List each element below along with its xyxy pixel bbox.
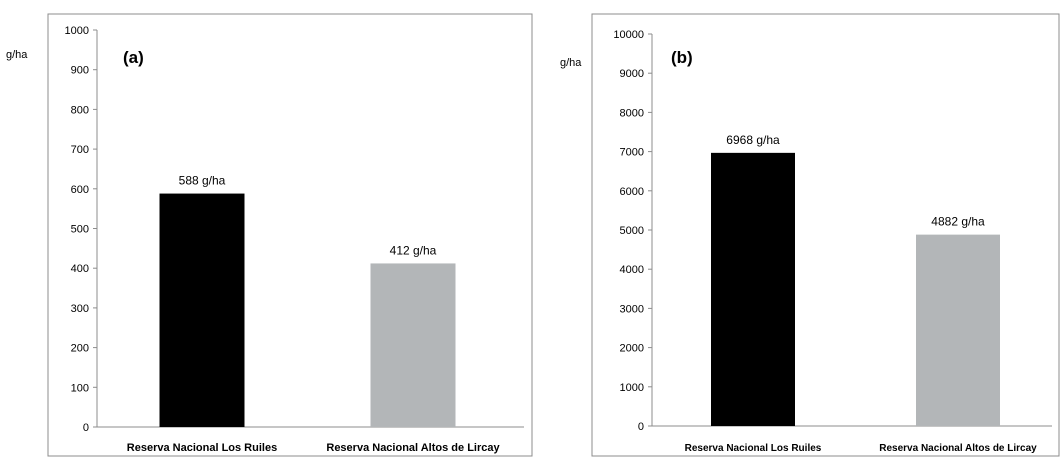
y-tick-label-b-1: 1000 — [620, 382, 644, 394]
y-tick-label-b-3: 3000 — [620, 303, 644, 315]
bars-a: 588 g/ha 412 g/ha — [159, 174, 456, 427]
y-tick-label-a-10: 1000 — [65, 25, 89, 37]
panel-a: g/ha (a) 0 100 200 300 400 500 600 700 800 900 100… — [6, 13, 533, 457]
panel-label-a: (a) — [123, 48, 144, 67]
y-tick-label-a-0: 0 — [83, 422, 89, 434]
bars-b: 6968 g/ha 4882 g/ha — [711, 133, 1000, 426]
unit-label-a: g/ha — [6, 49, 28, 61]
y-tick-label-b-5: 5000 — [620, 225, 644, 237]
y-tick-label-a-6: 600 — [71, 184, 89, 196]
data-label-a-1: 412 g/ha — [390, 243, 437, 257]
y-tick-label-a-3: 300 — [71, 303, 89, 315]
bar-a-0 — [159, 193, 245, 427]
y-tick-label-a-7: 700 — [71, 144, 89, 156]
x-tick-label-a-1: Reserva Nacional Altos de Lircay — [326, 442, 500, 454]
data-label-b-0: 6968 g/ha — [726, 133, 780, 147]
y-tick-label-a-5: 500 — [71, 224, 89, 236]
bar-b-0 — [711, 152, 795, 426]
y-tick-label-b-7: 7000 — [620, 147, 644, 159]
y-tick-label-b-2: 2000 — [620, 343, 644, 355]
bar-b-1 — [916, 234, 1000, 426]
y-tick-label-b-0: 0 — [638, 421, 644, 433]
x-tick-label-a-0: Reserva Nacional Los Ruiles — [127, 442, 277, 454]
data-label-b-1: 4882 g/ha — [931, 215, 985, 229]
y-ticks-b: 0 1000 2000 3000 4000 5000 6000 7000 8000 9000 100… — [613, 29, 652, 433]
y-tick-label-a-9: 900 — [71, 65, 89, 77]
chart-border-a — [47, 13, 533, 457]
x-tick-label-b-0: Reserva Nacional Los Ruiles — [685, 443, 822, 454]
y-tick-label-b-9: 9000 — [620, 68, 644, 80]
y-tick-label-b-8: 8000 — [620, 107, 644, 119]
y-tick-label-b-4: 4000 — [620, 264, 644, 276]
x-tick-label-b-1: Reserva Nacional Altos de Lircay — [879, 443, 1037, 454]
panel-label-b: (b) — [671, 48, 693, 67]
y-tick-label-a-8: 800 — [71, 104, 89, 116]
y-tick-label-b-6: 6000 — [620, 186, 644, 198]
unit-label-b: g/ha — [560, 57, 582, 69]
y-tick-label-a-4: 400 — [71, 263, 89, 275]
bar-a-1 — [370, 263, 456, 427]
y-tick-label-a-1: 100 — [71, 382, 89, 394]
data-label-a-0: 588 g/ha — [179, 174, 226, 188]
y-tick-label-a-2: 200 — [71, 343, 89, 355]
panel-b: g/ha (b) 0 1000 2000 3000 4000 5000 6000 7000 80… — [560, 13, 1060, 457]
y-ticks-a: 0 100 200 300 400 500 600 700 800 900 1000 — [65, 25, 97, 434]
y-tick-label-b-10: 10000 — [613, 29, 644, 41]
